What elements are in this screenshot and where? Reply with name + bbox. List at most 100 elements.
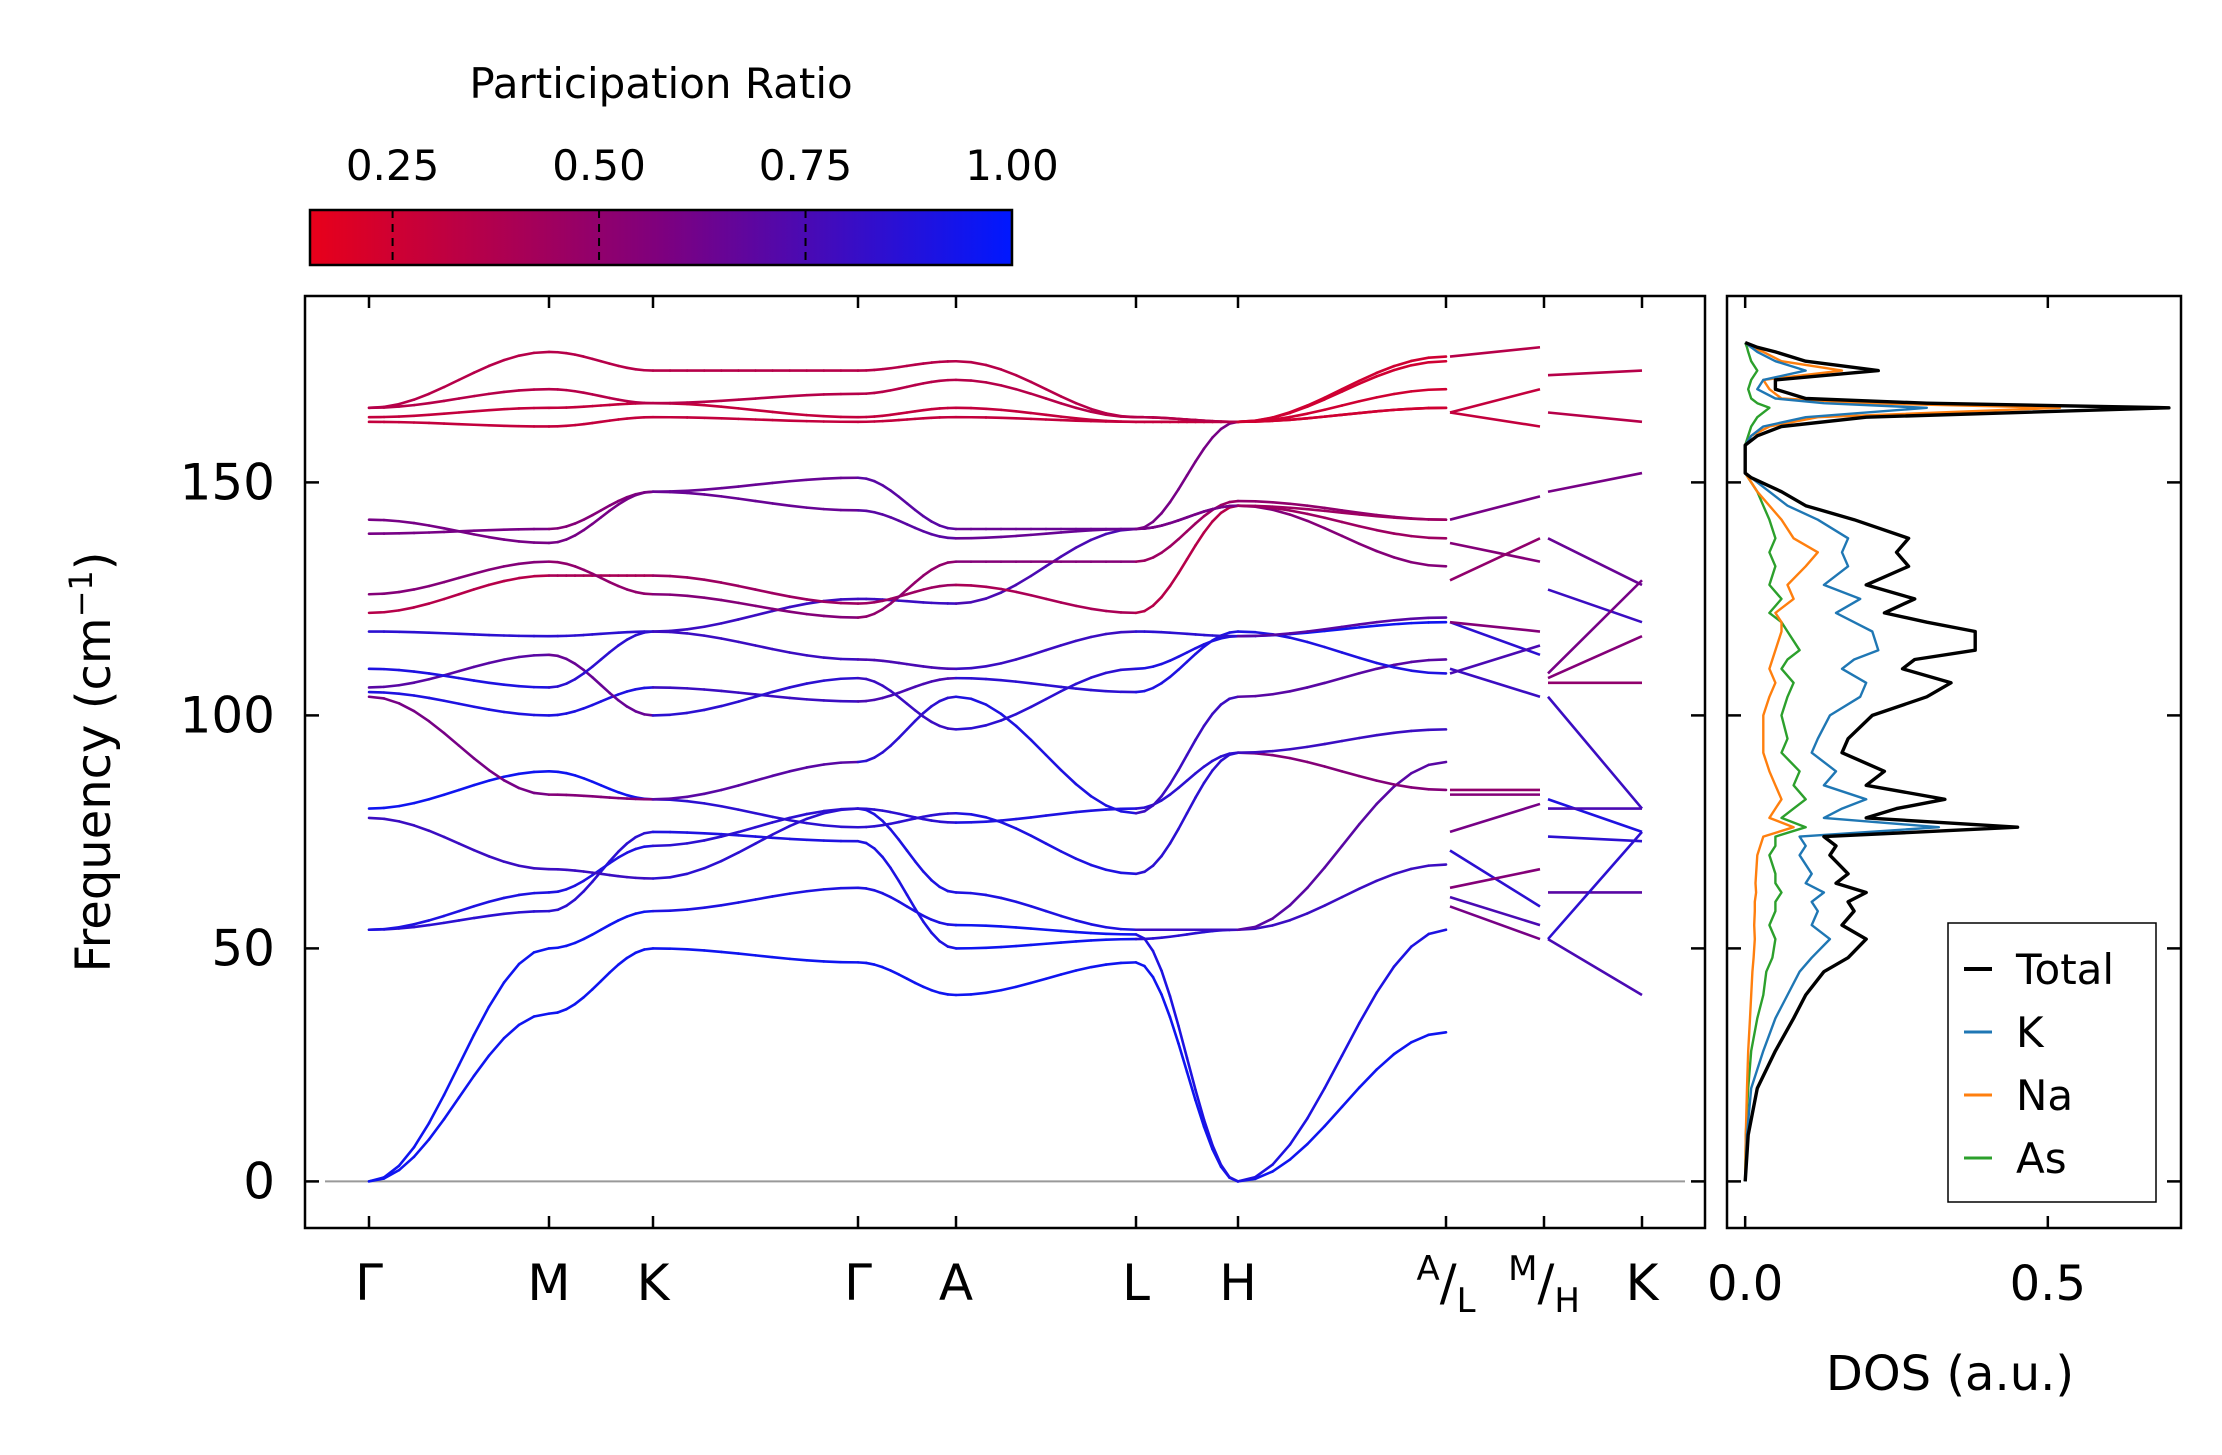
band-segment [1059, 969, 1078, 976]
band-segment [608, 499, 620, 507]
band-segment [412, 677, 431, 684]
band-segment [702, 403, 723, 408]
band-segment [771, 394, 791, 399]
band-segment [1306, 1124, 1326, 1146]
band-segment [1410, 356, 1430, 363]
band-segment [822, 414, 843, 419]
band-segment [938, 820, 950, 824]
band-segment [1306, 507, 1326, 513]
band-segment [457, 371, 476, 382]
band-segment [737, 397, 757, 402]
band-segment [1059, 601, 1078, 608]
band-segment [1306, 681, 1326, 689]
band-segment [1211, 511, 1223, 523]
band-segment [969, 665, 988, 670]
band-segment [1254, 752, 1274, 757]
band-segment [1392, 945, 1413, 968]
band-segment [547, 890, 559, 894]
band-segment [1375, 364, 1396, 375]
band-segment [984, 381, 1003, 387]
band-segment [1340, 411, 1361, 417]
kpoint-name: Γ [844, 1254, 872, 1312]
band-segment [517, 351, 536, 357]
band-segment [822, 600, 843, 605]
band-segment [954, 359, 973, 364]
band-segment [502, 655, 521, 661]
band-segment [457, 676, 476, 682]
band-segment [913, 709, 925, 718]
band-segment [1014, 943, 1033, 948]
band-segment [651, 797, 672, 801]
band-segment [1194, 930, 1206, 935]
band-segment-al-mh [1449, 387, 1541, 414]
band-segment [754, 954, 774, 959]
band-segment [1375, 528, 1396, 535]
colorbar: 0.25 0.50 0.75 1.00 Participation Ratio [308, 59, 1059, 267]
band-segment [1185, 1056, 1197, 1092]
band-segment [625, 951, 637, 960]
band-segment [1151, 512, 1163, 524]
band-segment [1375, 618, 1396, 624]
band-segment [1288, 417, 1309, 422]
band-segment [1160, 935, 1172, 940]
band-segment [1194, 781, 1206, 799]
band-segment [889, 412, 901, 417]
dos-curve-k [1743, 341, 1941, 1182]
band-segment [1271, 415, 1292, 421]
band-segment [1014, 981, 1033, 989]
band-segment [889, 418, 901, 422]
band-segment [1306, 627, 1326, 633]
band-segment [367, 592, 386, 596]
band-segment [754, 833, 774, 845]
band-segment [442, 674, 461, 680]
band-segment [457, 588, 476, 596]
band-segment [1271, 500, 1292, 506]
band-segment [1029, 814, 1048, 819]
band-segment [754, 774, 774, 782]
kpoint-name: H [1219, 1254, 1257, 1312]
band-segment [487, 390, 506, 396]
band-segment [873, 680, 884, 687]
band-segment [913, 664, 925, 668]
band-segment [625, 588, 637, 594]
band-segment [608, 418, 620, 422]
band-segment [1029, 648, 1048, 657]
band-segment [502, 1023, 521, 1040]
band-segment [582, 794, 594, 798]
band-segment [634, 400, 646, 405]
band-segment [1029, 564, 1048, 578]
band-segment [1288, 404, 1309, 414]
band-segment [1029, 942, 1048, 947]
band-segment [565, 898, 577, 908]
band-segment [565, 677, 577, 685]
band-segment [532, 791, 551, 796]
band-segment [1358, 1068, 1378, 1089]
band-segment [856, 839, 868, 845]
band-segment [1323, 387, 1344, 399]
band-segment [922, 514, 933, 523]
band-segment [1194, 724, 1206, 742]
band-segment [873, 696, 884, 702]
band-segment [1392, 407, 1413, 412]
band-segment [685, 799, 706, 805]
band-segment [1340, 509, 1361, 515]
band-segment [1427, 658, 1448, 662]
band-segment [591, 509, 603, 517]
band-segment [1202, 508, 1214, 518]
band-segment [1392, 621, 1413, 626]
band-segment [1410, 406, 1430, 411]
band-segment [1119, 414, 1138, 419]
band-segment [685, 625, 706, 631]
band-segment [1236, 1175, 1257, 1183]
band-segment [532, 1012, 551, 1018]
band-segment [839, 807, 860, 812]
band-segment [737, 613, 757, 621]
band-segment [608, 856, 620, 865]
band-segment [1104, 925, 1123, 931]
band-segment [1323, 627, 1344, 633]
kpoint-name: K [637, 1254, 671, 1312]
band-segment [556, 904, 568, 912]
band-segment [457, 916, 476, 922]
band-segment [938, 535, 950, 540]
band-segment [1185, 632, 1197, 636]
